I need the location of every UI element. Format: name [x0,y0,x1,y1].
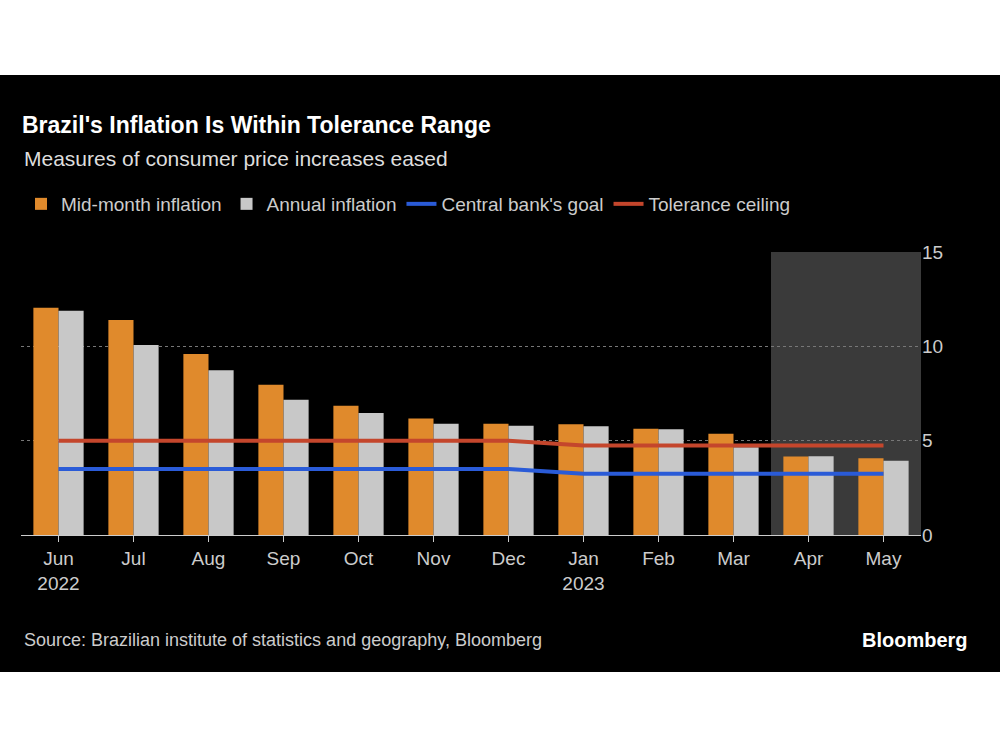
svg-text:0: 0 [922,525,933,546]
svg-text:Feb: Feb [642,548,675,569]
svg-text:Aug: Aug [192,548,226,569]
svg-text:Sep: Sep [267,548,301,569]
svg-text:10: 10 [922,336,943,357]
svg-text:Jul: Jul [121,548,145,569]
svg-text:Nov: Nov [417,548,451,569]
svg-text:5: 5 [922,430,933,451]
svg-text:Annual inflation: Annual inflation [267,194,397,215]
svg-text:May: May [866,548,902,569]
svg-text:Apr: Apr [794,548,824,569]
svg-text:Dec: Dec [492,548,526,569]
svg-text:Tolerance ceiling: Tolerance ceiling [649,194,791,215]
svg-text:Mid-month inflation: Mid-month inflation [61,194,222,215]
svg-text:Jan2023: Jan2023 [562,548,604,594]
svg-text:Central bank's goal: Central bank's goal [441,194,603,215]
svg-text:15: 15 [922,242,943,263]
svg-text:Bloomberg: Bloomberg [862,629,968,651]
svg-text:Jun2022: Jun2022 [37,548,79,594]
svg-text:Source: Brazilian institute of: Source: Brazilian institute of statistic… [24,630,542,650]
svg-text:Oct: Oct [344,548,374,569]
svg-text:Mar: Mar [717,548,750,569]
svg-text:Brazil's Inflation Is Within T: Brazil's Inflation Is Within Tolerance R… [22,112,491,138]
svg-text:Measures of consumer price inc: Measures of consumer price increases eas… [24,147,448,170]
